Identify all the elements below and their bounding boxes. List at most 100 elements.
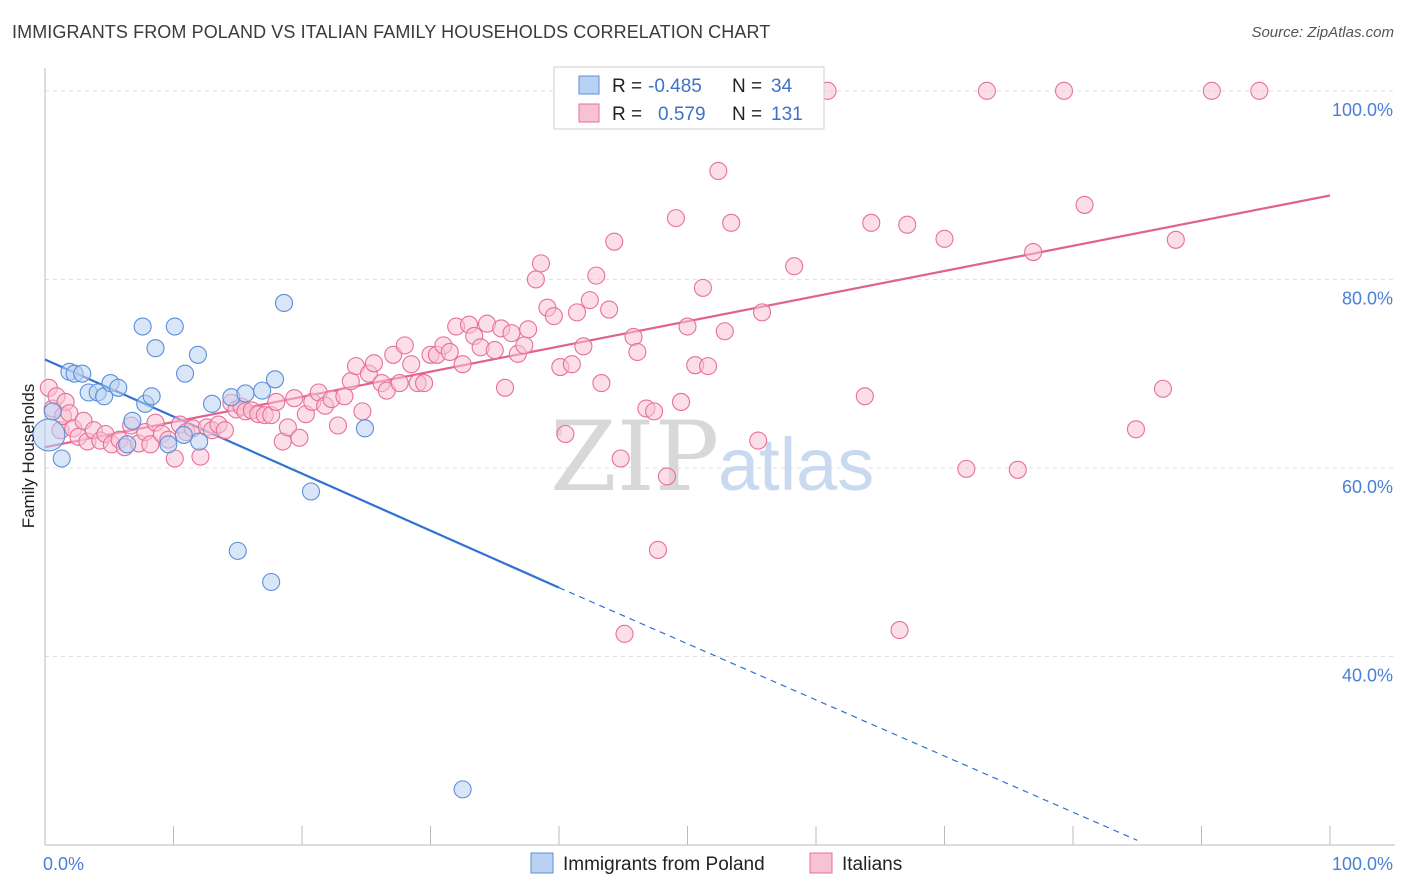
point-italians-41 — [267, 392, 286, 411]
point-italians-98 — [615, 624, 634, 643]
point-italians-122 — [935, 229, 954, 248]
point-italians-112 — [715, 322, 734, 341]
legend-swatch-poland — [578, 75, 600, 95]
point-italians-89 — [562, 355, 581, 374]
point-poland-21 — [190, 432, 209, 451]
series-legend: Immigrants from Poland Italians — [530, 852, 902, 875]
point-poland-33 — [174, 425, 193, 444]
point-italians-84 — [531, 254, 551, 273]
point-italians-116 — [785, 257, 804, 276]
legend-r-label-1: R = — [612, 76, 642, 97]
point-italians-125 — [1024, 243, 1043, 262]
point-poland-26 — [253, 381, 272, 400]
point-italians-133 — [1250, 81, 1269, 100]
trend-line-poland — [44, 358, 560, 589]
point-italians-111 — [709, 161, 728, 181]
point-italians-83 — [526, 270, 545, 289]
point-italians-100 — [628, 342, 647, 362]
axes — [44, 68, 1395, 846]
point-italians-88 — [556, 424, 575, 444]
point-italians-86 — [544, 307, 563, 326]
point-poland-30 — [301, 482, 321, 501]
y-tick-label-1: 60.0% — [1342, 477, 1393, 497]
point-italians-57 — [364, 354, 384, 373]
point-italians-76 — [485, 341, 504, 360]
point-poland-22 — [203, 394, 222, 413]
y-tick-label-2: 80.0% — [1342, 288, 1393, 308]
series-swatch-italians — [809, 852, 833, 874]
point-italians-44 — [285, 389, 304, 408]
legend-n-label-1: N = — [732, 76, 762, 97]
point-italians-65 — [415, 374, 434, 393]
point-italians-55 — [353, 402, 372, 421]
point-italians-131 — [1054, 81, 1074, 100]
trend-line-poland-extension — [558, 587, 1138, 841]
point-italians-132 — [1202, 81, 1221, 100]
tick-labels: 40.0% 60.0% 80.0% 100.0% 0.0% 100.0% — [43, 100, 1393, 874]
point-italians-109 — [693, 278, 712, 297]
point-poland-29 — [274, 293, 294, 313]
chart-title: IMMIGRANTS FROM POLAND VS ITALIAN FAMILY… — [12, 22, 771, 42]
trend-lines — [44, 194, 1331, 841]
point-italians-61 — [390, 374, 409, 393]
y-axis-label: Family Households — [19, 384, 38, 529]
point-italians-130 — [977, 81, 996, 100]
point-italians-126 — [1075, 195, 1094, 214]
point-italians-128 — [1153, 379, 1172, 398]
point-italians-69 — [440, 342, 459, 362]
legend-n-value-1: 34 — [771, 76, 793, 97]
legend-r-value-1: -0.485 — [648, 76, 702, 97]
legend: R = -0.485 N = 34 R = 0.579 N = 131 — [553, 66, 825, 130]
point-italians-52 — [335, 387, 354, 406]
legend-n-value-2: 131 — [771, 104, 803, 125]
point-italians-82 — [519, 320, 538, 339]
point-italians-127 — [1126, 420, 1146, 439]
watermark-zip: ZIP — [550, 401, 719, 513]
point-poland-15 — [142, 387, 161, 406]
point-italians-113 — [722, 213, 741, 232]
point-italians-92 — [580, 291, 599, 310]
point-italians-110 — [699, 357, 718, 376]
point-italians-51 — [328, 416, 348, 435]
point-italians-43 — [278, 418, 297, 437]
point-italians-102 — [645, 402, 664, 421]
point-italians-90 — [567, 303, 587, 322]
point-italians-63 — [402, 355, 421, 374]
point-poland-5 — [73, 364, 92, 383]
point-poland-12 — [123, 411, 142, 430]
point-italians-97 — [611, 449, 630, 468]
x-tick-label-0: 0.0% — [43, 854, 84, 874]
point-italians-53 — [341, 372, 360, 391]
legend-r-label-2: R = — [612, 104, 642, 125]
point-poland-19 — [176, 364, 195, 383]
series-label-poland: Immigrants from Poland — [563, 854, 765, 875]
legend-swatch-italians — [578, 103, 600, 123]
point-poland-18 — [165, 317, 184, 336]
point-italians-91 — [574, 337, 593, 356]
point-italians-79 — [502, 324, 521, 343]
point-italians-45 — [290, 428, 309, 447]
series-swatch-poland — [530, 852, 554, 874]
point-italians-20 — [141, 435, 160, 454]
point-poland-27 — [262, 572, 281, 592]
point-italians-123 — [957, 459, 976, 478]
point-italians-93 — [587, 266, 606, 285]
source-label: Source: ZipAtlas.com — [1251, 24, 1394, 41]
point-poland-2 — [52, 449, 71, 468]
point-italians-96 — [605, 232, 624, 251]
point-italians-106 — [672, 392, 691, 411]
point-italians-104 — [657, 467, 676, 486]
point-italians-103 — [648, 540, 667, 559]
point-italians-119 — [862, 213, 881, 232]
point-italians-32 — [215, 421, 234, 440]
watermark-atlas: atlas — [718, 423, 874, 506]
legend-r-value-2: 0.579 — [658, 104, 706, 125]
point-italians-105 — [666, 209, 685, 228]
point-poland-13 — [133, 317, 152, 336]
point-italians-115 — [752, 303, 772, 322]
point-italians-118 — [855, 387, 874, 406]
point-poland-1 — [43, 402, 62, 421]
point-poland-17 — [159, 435, 178, 454]
point-italians-62 — [395, 336, 414, 355]
point-italians-120 — [890, 621, 909, 640]
